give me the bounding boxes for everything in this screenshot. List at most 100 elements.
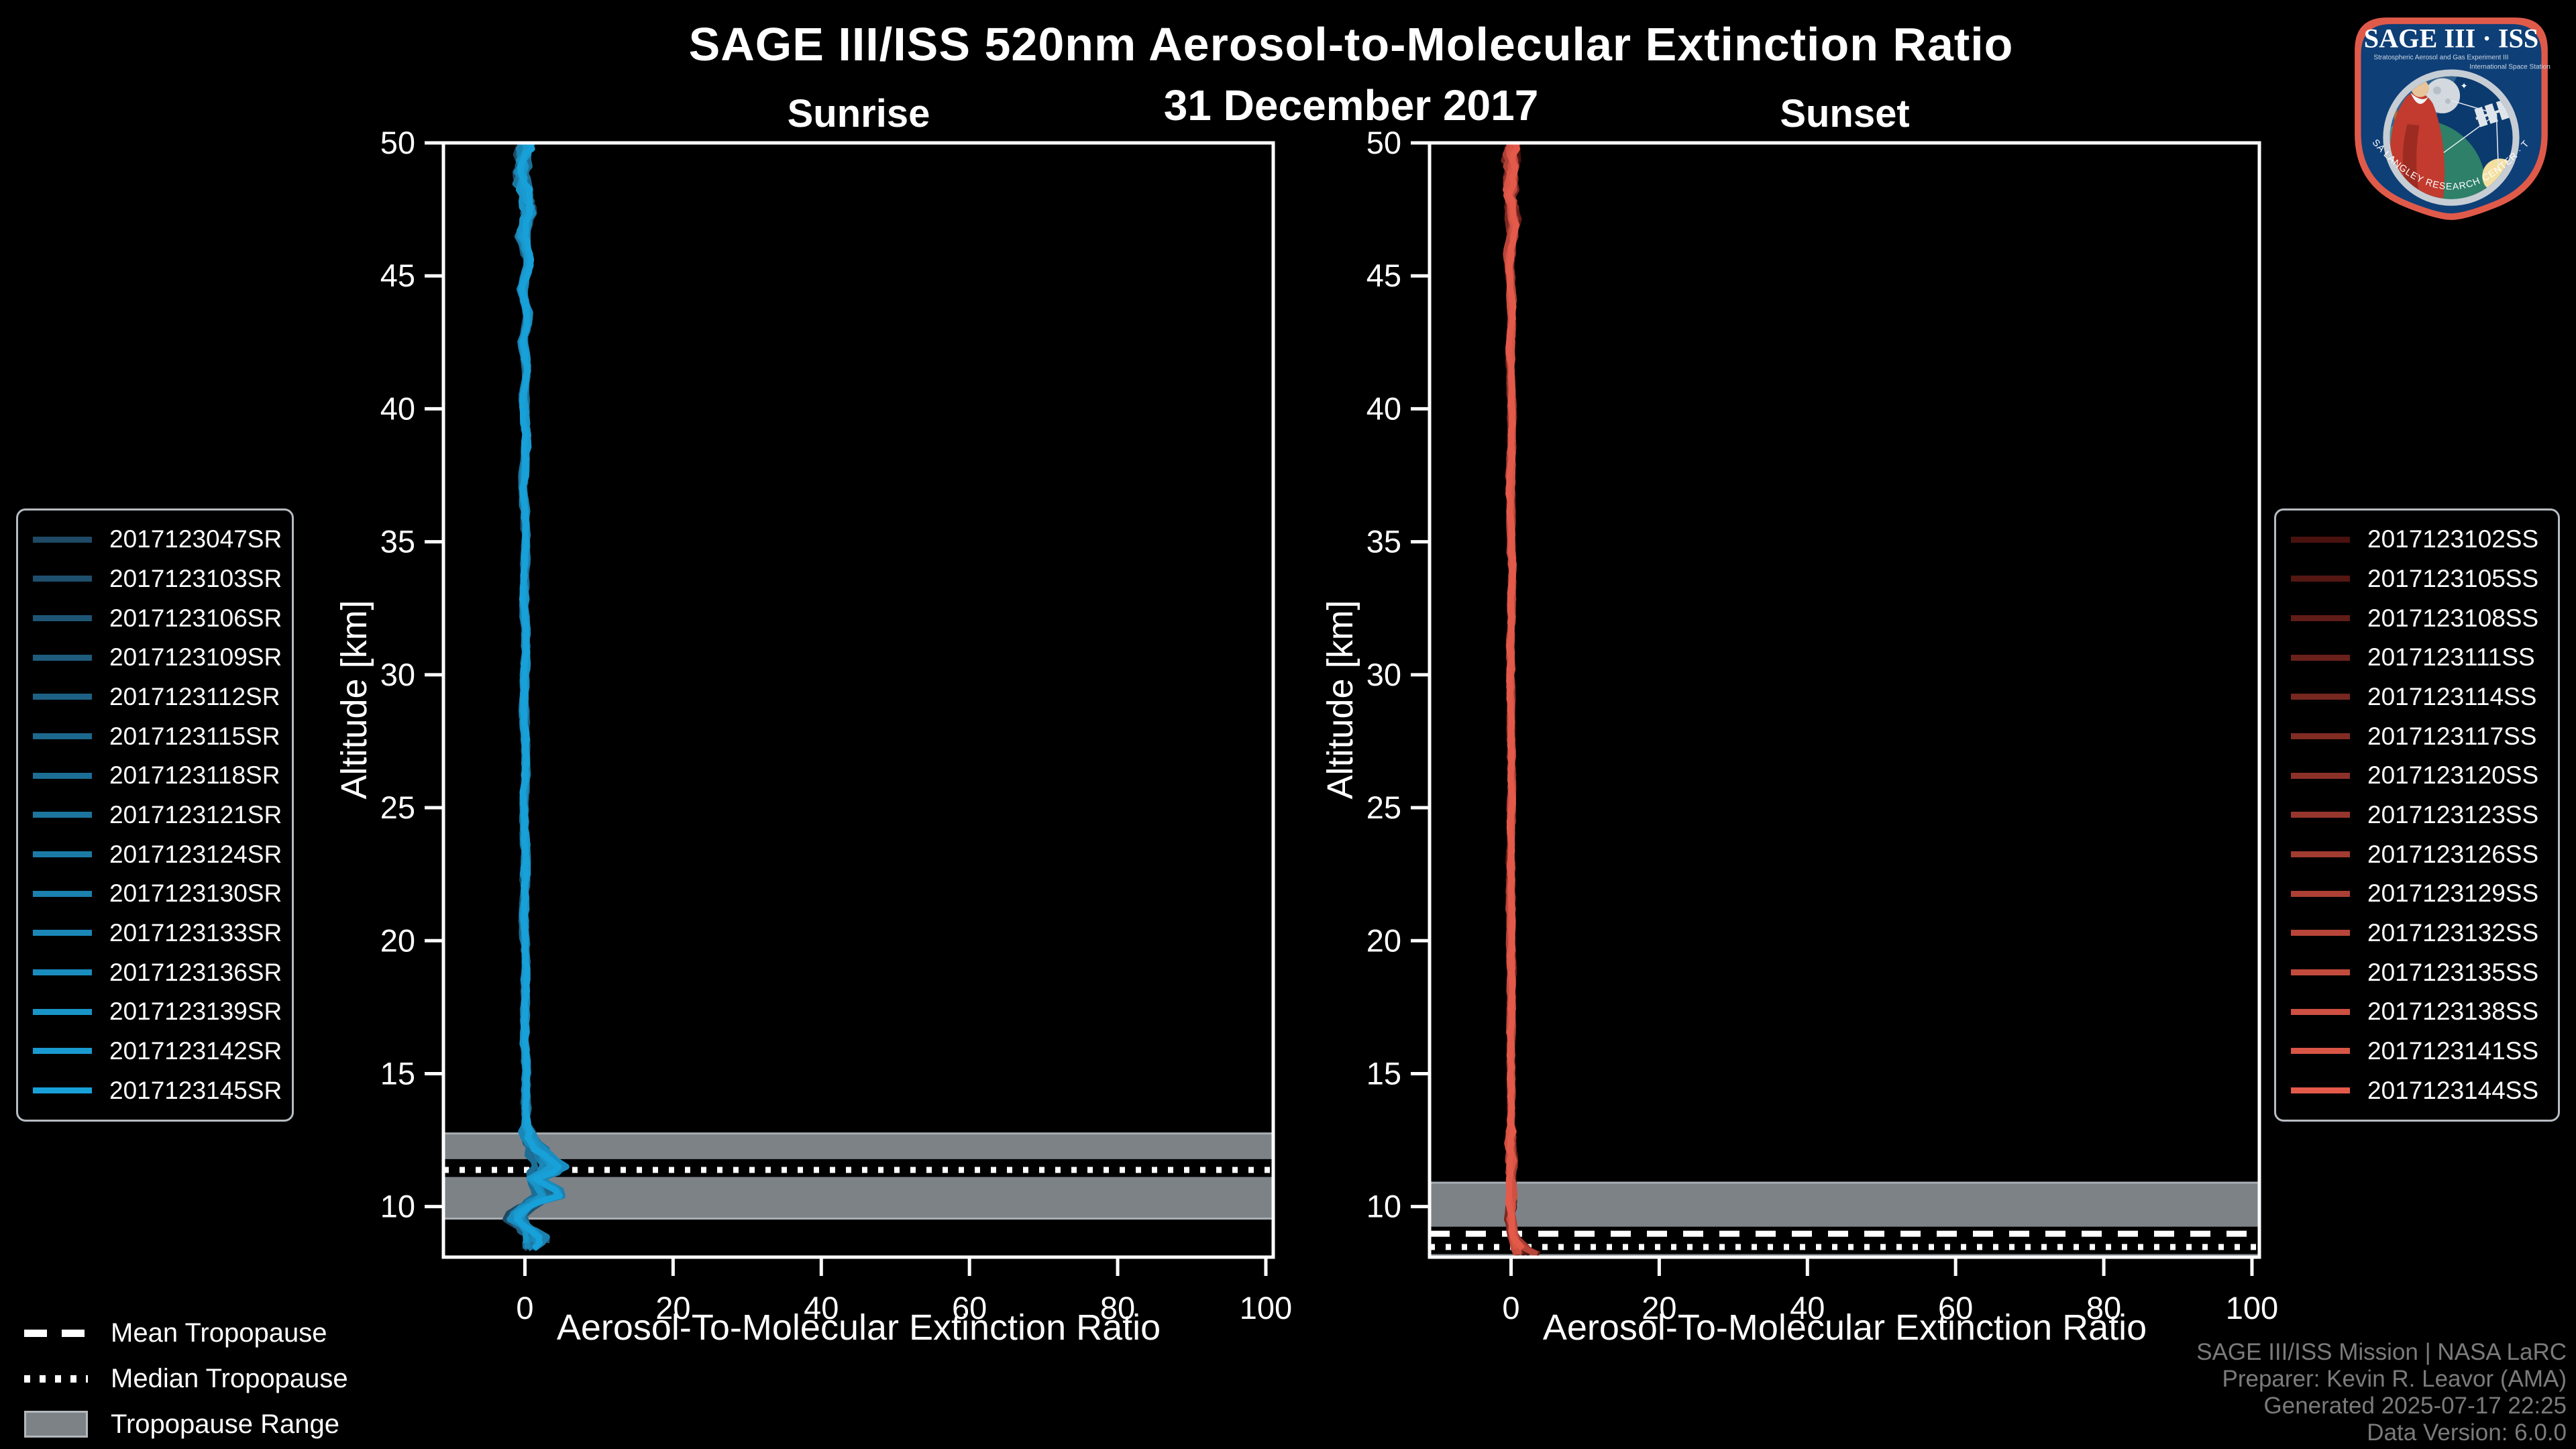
sunset-x-tick-label: 100 xyxy=(2226,1290,2278,1326)
sunrise-y-tick-label: 20 xyxy=(380,922,415,958)
sunset-y-tick-label: 15 xyxy=(1366,1055,1401,1091)
legend-label: 2017123112SR xyxy=(109,682,280,710)
line-swatch xyxy=(2291,890,2350,897)
sunrise-y-axis-label: Altitude [km] xyxy=(334,600,374,800)
line-swatch xyxy=(33,576,92,582)
sunset-y-tick-label: 10 xyxy=(1366,1189,1401,1224)
legend-label: 2017123145SR xyxy=(109,1076,282,1104)
line-swatch xyxy=(2291,1008,2350,1015)
legend-item-2017123138SS: 2017123138SS xyxy=(2276,998,2558,1026)
mission-patch-logo: SAGE III · ISS Stratospheric Aerosol and… xyxy=(2340,9,2551,220)
robe-fold xyxy=(2402,124,2420,199)
sunrise-profile-2017123130SR xyxy=(507,143,566,1251)
tropopause-legend: Mean Tropopause Median Tropopause Tropop… xyxy=(24,1310,348,1447)
tropopause-range-label: Tropopause Range xyxy=(111,1409,339,1439)
sunrise-profile-2017123103SR xyxy=(504,143,563,1244)
sunrise-x-tick-label: 0 xyxy=(516,1290,533,1326)
sunrise-y-tick-label: 25 xyxy=(380,790,415,825)
sunset-x-tick-label: 40 xyxy=(1790,1290,1825,1326)
line-swatch xyxy=(33,851,92,858)
line-swatch xyxy=(2291,772,2350,779)
footer-preparer-line: Preparer: Kevin R. Leavor (AMA) xyxy=(2222,1366,2567,1392)
dotted-line-swatch xyxy=(24,1375,88,1383)
legend-label: 2017123121SR xyxy=(109,800,282,828)
line-swatch xyxy=(33,772,92,779)
line-swatch xyxy=(2291,812,2350,818)
legend-item-2017123135SS: 2017123135SS xyxy=(2276,959,2558,987)
sunrise-x-tick-label: 80 xyxy=(1100,1290,1135,1326)
sunrise-x-tick-label: 100 xyxy=(1240,1290,1292,1326)
line-swatch xyxy=(33,812,92,818)
median-tropopause-label: Median Tropopause xyxy=(111,1363,348,1393)
line-swatch xyxy=(2291,615,2350,622)
legend-label: 2017123115SR xyxy=(109,722,280,750)
legend-item-2017123141SS: 2017123141SS xyxy=(2276,1037,2558,1065)
sunrise-axes-frame xyxy=(441,141,1275,1259)
sunset-x-axis-label: Aerosol-To-Molecular Extinction Ratio xyxy=(1542,1307,2147,1348)
sunset-plot-area xyxy=(1430,143,2259,1257)
legend-item-2017123142SR: 2017123142SR xyxy=(18,1037,292,1065)
line-swatch xyxy=(2291,694,2350,700)
legend-sunrise-box: 2017123047SR 2017123103SR 2017123106SR 2017… xyxy=(16,508,294,1122)
legend-item-2017123120SS: 2017123120SS xyxy=(2276,761,2558,790)
sunset-x-tick-label: 0 xyxy=(1502,1290,1519,1326)
legend-item-2017123105SS: 2017123105SS xyxy=(2276,565,2558,593)
sunset-y-tick-label: 30 xyxy=(1366,657,1401,692)
line-swatch xyxy=(2291,576,2350,582)
legend-label: 2017123142SR xyxy=(109,1036,282,1065)
sunset-y-tick-label: 40 xyxy=(1366,390,1401,426)
legend-label: 2017123136SR xyxy=(109,958,282,986)
line-swatch xyxy=(33,733,92,740)
legend-label: 2017123141SS xyxy=(2367,1036,2539,1065)
dashed-line-swatch xyxy=(24,1329,88,1337)
line-swatch xyxy=(2291,851,2350,858)
sunrise-x-tick-label: 20 xyxy=(655,1290,690,1326)
legend-item-2017123115SR: 2017123115SR xyxy=(18,722,292,751)
line-swatch xyxy=(2291,969,2350,976)
sunrise-y-tick-label: 15 xyxy=(380,1055,415,1091)
line-swatch xyxy=(33,654,92,661)
band-swatch xyxy=(24,1411,88,1438)
sunrise-profile-2017123136SR xyxy=(506,143,570,1243)
legend-item-2017123106SR: 2017123106SR xyxy=(18,604,292,633)
legend-label: 2017123129SS xyxy=(2367,879,2539,908)
sunset-y-tick-label: 20 xyxy=(1366,922,1401,958)
sunrise-x-axis-label: Aerosol-To-Molecular Extinction Ratio xyxy=(556,1307,1161,1348)
line-swatch xyxy=(2291,733,2350,740)
sunrise-y-tick-label: 30 xyxy=(380,657,415,692)
footer-credits: SAGE III/ISS Mission | NASA LaRC Prepare… xyxy=(2196,1339,2567,1446)
legend-label: 2017123114SS xyxy=(2367,682,2537,710)
sunrise-y-tick-label: 50 xyxy=(380,125,415,160)
sunrise-panel-title: Sunrise xyxy=(787,92,930,136)
moon xyxy=(2424,78,2461,113)
line-swatch xyxy=(2291,1087,2350,1094)
legend-item-2017123136SR: 2017123136SR xyxy=(18,959,292,987)
legend-label: 2017123138SS xyxy=(2367,998,2539,1026)
legend-label: 2017123132SS xyxy=(2367,918,2539,947)
sunset-profile-2017123144SS xyxy=(1505,143,1525,1251)
legend-item-2017123109SR: 2017123109SR xyxy=(18,643,292,672)
line-swatch xyxy=(2291,536,2350,543)
legend-label: 2017123111SS xyxy=(2367,643,2535,672)
line-swatch xyxy=(33,615,92,622)
footer-generated-line: Generated 2025-07-17 22:25 xyxy=(2263,1393,2567,1419)
legend-label: 2017123126SS xyxy=(2367,840,2539,868)
legend-item-tropopause-range: Tropopause Range xyxy=(24,1401,348,1447)
line-swatch xyxy=(33,536,92,543)
page-title: SAGE III/ISS 520nm Aerosol-to-Molecular … xyxy=(688,18,2014,70)
legend-sunset-box: 2017123102SS 2017123105SS 2017123108SS 2017… xyxy=(2274,508,2560,1122)
sunrise-profile-2017123121SR xyxy=(510,143,559,1251)
legend-label: 2017123144SS xyxy=(2367,1076,2539,1104)
legend-label: 2017123047SR xyxy=(109,525,282,553)
sunrise-plot-area xyxy=(443,143,1273,1252)
legend-item-median-tropopause: Median Tropopause xyxy=(24,1356,348,1401)
legend-item-2017123139SR: 2017123139SR xyxy=(18,998,292,1026)
legend-item-2017123112SR: 2017123112SR xyxy=(18,683,292,711)
patch-title: SAGE III · ISS xyxy=(2364,23,2539,53)
legend-item-2017123123SS: 2017123123SS xyxy=(2276,801,2558,829)
sunset-y-tick-label: 35 xyxy=(1366,524,1401,559)
line-swatch xyxy=(2291,654,2350,661)
patch-subtitle-right: International Space Station xyxy=(2469,64,2551,71)
legend-label: 2017123139SR xyxy=(109,998,282,1026)
legend-label: 2017123105SS xyxy=(2367,564,2539,592)
